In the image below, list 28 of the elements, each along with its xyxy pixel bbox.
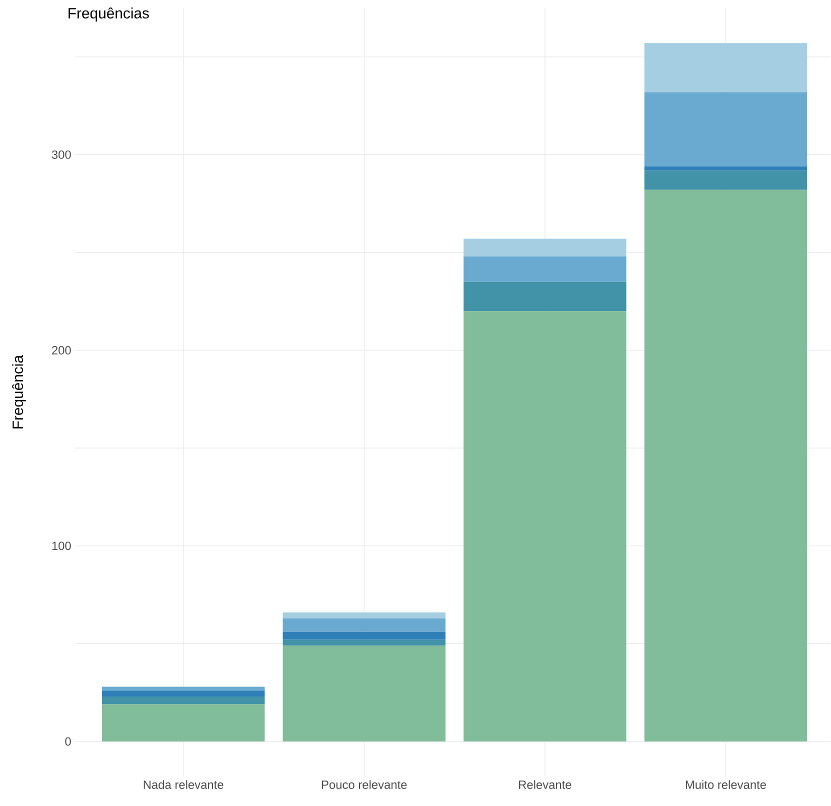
bar: [644, 43, 808, 92]
x-tick-label: Pouco relevante: [322, 780, 407, 790]
bar: [464, 282, 626, 312]
y-axis-title: Frequência: [12, 355, 26, 429]
bar: [102, 704, 265, 742]
bar: [644, 92, 808, 167]
y-tick-label: 0: [65, 737, 71, 746]
y-tick-label: 200: [52, 346, 71, 355]
y-tick-label: 300: [52, 150, 71, 160]
bar: [282, 618, 446, 632]
bar: [102, 690, 265, 697]
bar: [464, 311, 626, 742]
bar: [102, 696, 265, 704]
y-tick-label: 100: [52, 542, 71, 550]
bar: [644, 170, 808, 190]
x-tick-label: Relevante: [519, 780, 572, 790]
bar: [282, 640, 446, 646]
bar: [464, 256, 626, 282]
bar: [644, 166, 808, 171]
bar: [102, 686, 265, 691]
bar: [464, 238, 626, 257]
bar: [282, 646, 446, 742]
bar: [644, 190, 808, 742]
chart-title: Frequências: [68, 8, 149, 22]
bar: [282, 632, 446, 640]
x-tick-label: Muito relevante: [686, 780, 766, 790]
x-tick-label: Nada relevante: [144, 780, 224, 790]
bar: [282, 612, 446, 618]
